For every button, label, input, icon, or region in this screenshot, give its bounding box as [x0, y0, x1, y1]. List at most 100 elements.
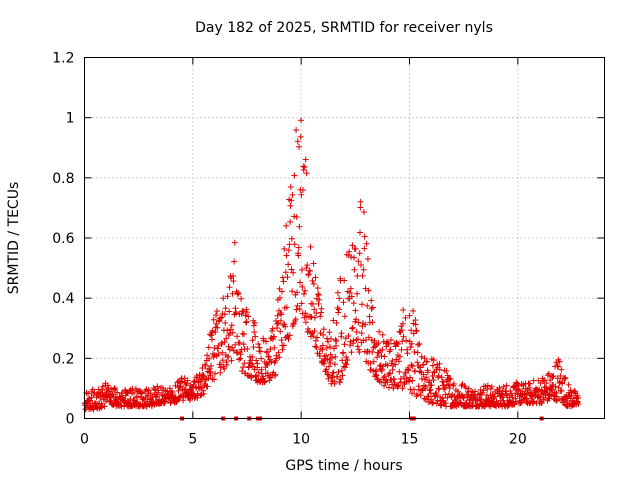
data-point [335, 309, 342, 316]
data-point [226, 284, 233, 291]
data-point [231, 239, 238, 246]
data-point [430, 357, 437, 364]
data-point [205, 344, 212, 351]
data-point [232, 341, 239, 348]
data-point [441, 386, 448, 393]
data-point [267, 346, 274, 353]
data-point [331, 380, 338, 387]
data-point [527, 380, 534, 387]
data-point [283, 222, 290, 229]
data-point [402, 369, 409, 376]
data-point [354, 272, 361, 279]
data-point [338, 367, 345, 374]
data-point [236, 339, 243, 346]
data-point [334, 374, 341, 381]
data-point [426, 387, 433, 394]
data-point [319, 342, 326, 349]
data-point [212, 312, 219, 319]
data-point [248, 374, 255, 381]
data-point [354, 290, 361, 297]
data-point [364, 255, 371, 262]
data-point [213, 308, 220, 315]
data-point [202, 362, 209, 369]
data-point [316, 296, 323, 303]
data-point [413, 327, 420, 334]
data-point [327, 343, 334, 350]
data-point [352, 318, 359, 325]
data-point [364, 302, 371, 309]
data-point [245, 364, 252, 371]
data-point [460, 395, 467, 402]
data-point [538, 399, 545, 406]
data-point [238, 295, 245, 302]
data-point [503, 391, 510, 398]
data-point [243, 318, 250, 325]
data-point [230, 278, 237, 285]
data-point [224, 327, 231, 334]
data-point [255, 340, 262, 347]
data-point [406, 312, 413, 319]
data-point [325, 338, 332, 345]
data-point [414, 391, 421, 398]
data-point [276, 294, 283, 301]
data-point [323, 344, 330, 351]
data-point [392, 361, 399, 368]
data-point [299, 283, 306, 290]
data-point [183, 380, 190, 387]
y-axis-label: SRMTID / TECUs [6, 182, 22, 295]
data-point [424, 369, 431, 376]
data-point [179, 378, 186, 385]
y-tick-label: 0.4 [52, 291, 74, 307]
data-point [243, 306, 250, 313]
data-point [447, 376, 454, 383]
data-point [484, 382, 491, 389]
data-point [395, 358, 402, 365]
data-point [286, 241, 293, 248]
data-point [361, 245, 368, 252]
data-point [421, 355, 428, 362]
data-point [261, 379, 268, 386]
data-point [200, 390, 207, 397]
data-point [177, 383, 184, 390]
data-point [221, 311, 228, 318]
data-point [335, 306, 342, 313]
data-point [287, 183, 294, 190]
data-point [428, 396, 435, 403]
data-point [328, 374, 335, 381]
data-point [398, 346, 405, 353]
data-point [134, 393, 141, 400]
data-point [425, 393, 432, 400]
data-point [438, 374, 445, 381]
data-point [295, 244, 302, 251]
data-point [297, 279, 304, 286]
data-point [344, 357, 351, 364]
data-point [270, 333, 277, 340]
data-point [379, 346, 386, 353]
data-point [358, 301, 365, 308]
data-point [334, 304, 341, 311]
data-point [407, 344, 414, 351]
data-point [315, 300, 322, 307]
data-point [269, 325, 276, 332]
data-point [362, 336, 369, 343]
data-point [313, 344, 320, 351]
data-point [387, 346, 394, 353]
data-point [332, 353, 339, 360]
y-tick-label: 0.8 [52, 171, 74, 187]
data-point [558, 366, 565, 373]
data-point [310, 280, 317, 287]
data-point [416, 340, 423, 347]
data-point [315, 291, 322, 298]
data-point [223, 335, 230, 342]
data-point [555, 363, 562, 370]
data-point [361, 233, 368, 240]
data-point [218, 314, 225, 321]
data-point [358, 330, 365, 337]
data-point [229, 290, 236, 297]
data-point [402, 314, 409, 321]
data-point [338, 330, 345, 337]
data-point [369, 348, 376, 355]
data-point [386, 370, 393, 377]
data-point [509, 394, 516, 401]
data-point [327, 351, 334, 358]
